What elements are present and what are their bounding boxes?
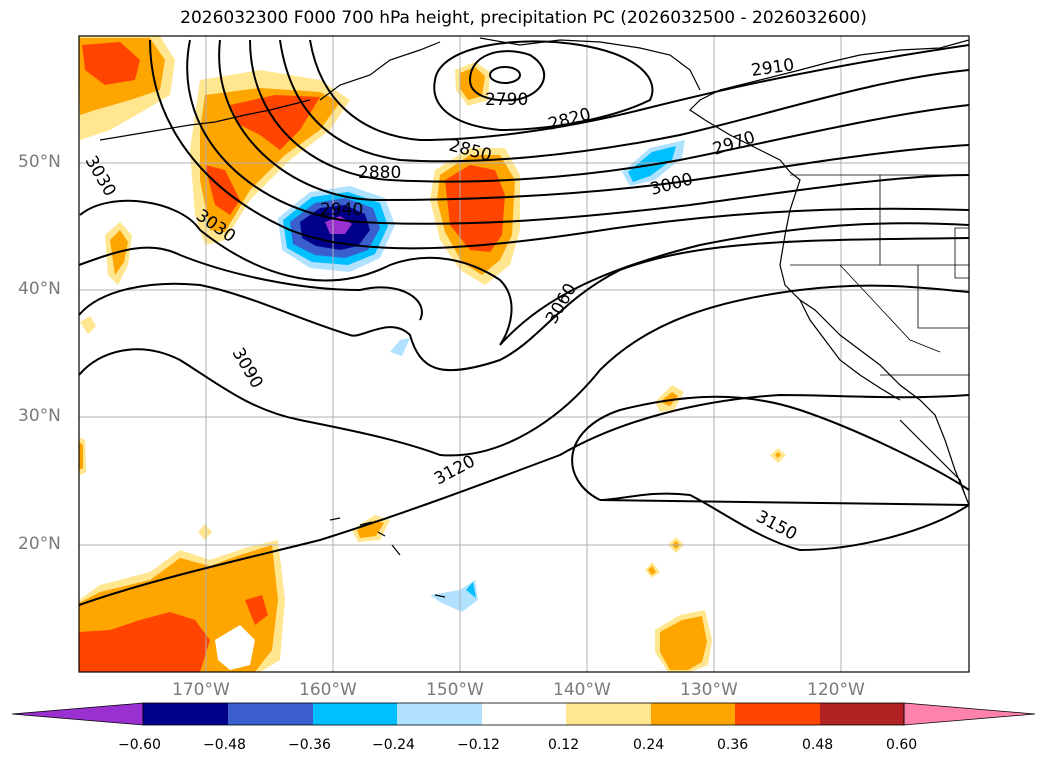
colorbar-label: −0.60 — [118, 737, 161, 753]
height-contours — [79, 39, 969, 606]
colorbar-label: 0.60 — [886, 737, 918, 753]
colorbar-segment — [735, 703, 820, 725]
contour-label: 2970 — [710, 127, 757, 159]
lon-tick-label: 120°W — [807, 680, 865, 700]
colorbar-arrow-right — [903, 702, 1036, 726]
colorbar-label: 0.48 — [802, 737, 834, 753]
contour-label: 2940 — [320, 200, 363, 220]
lon-tick-label: 160°W — [299, 680, 357, 700]
colorbar-label: −0.36 — [288, 737, 331, 753]
colorbar-segment — [651, 703, 735, 725]
lon-tick-label: 170°W — [172, 680, 230, 700]
contour-label: 2790 — [485, 90, 528, 110]
colorbar-segment — [820, 703, 904, 725]
colorbar-segment — [482, 703, 566, 725]
contour-label: 3090 — [228, 345, 267, 392]
lat-tick-label: 50°N — [18, 152, 61, 172]
colorbar-segment — [313, 703, 397, 725]
map-title: 2026032300 F000 700 hPa height, precipit… — [180, 8, 867, 28]
colorbar — [11, 702, 1036, 726]
contour-label: 2880 — [358, 163, 401, 183]
colorbar-segment — [566, 703, 651, 725]
colorbar-label: 0.12 — [548, 737, 580, 753]
colorbar-segment — [397, 703, 482, 725]
coastlines — [99, 37, 969, 598]
colorbar-segment — [228, 703, 313, 725]
colorbar-segment — [143, 703, 228, 725]
colorbar-label: −0.48 — [203, 737, 246, 753]
lon-tick-label: 130°W — [680, 680, 738, 700]
colorbar-label: 0.24 — [633, 737, 665, 753]
contour-label: 3120 — [431, 451, 479, 489]
contour-label-group: 2790 2820 2850 2880 2910 2940 2970 3000 … — [81, 55, 801, 545]
lon-tick-label: 140°W — [553, 680, 611, 700]
lon-tick-label: 150°W — [426, 680, 484, 700]
lat-tick-label: 40°N — [18, 279, 61, 299]
lat-tick-label: 20°N — [18, 534, 61, 554]
colorbar-arrow-left — [11, 702, 144, 726]
map-frame — [78, 35, 970, 673]
precip-shading — [79, 36, 786, 672]
colorbar-label: −0.24 — [372, 737, 415, 753]
contour-label: 3030 — [81, 153, 120, 200]
contour-label: 2820 — [546, 104, 593, 135]
colorbar-label: −0.12 — [457, 737, 500, 753]
lat-tick-label: 30°N — [18, 406, 61, 426]
colorbar-label: 0.36 — [717, 737, 749, 753]
contour-label: 3150 — [753, 507, 801, 545]
